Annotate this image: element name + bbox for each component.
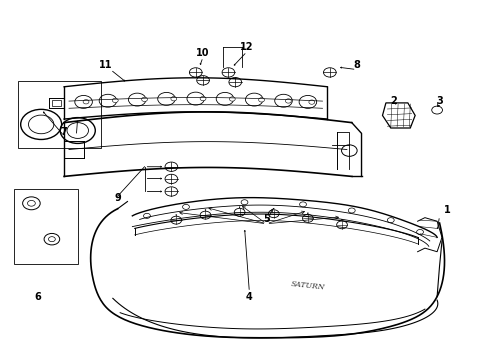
Circle shape	[143, 213, 150, 219]
Text: 1: 1	[443, 206, 449, 216]
Text: 7: 7	[61, 127, 67, 136]
Circle shape	[302, 215, 313, 222]
Circle shape	[323, 68, 335, 77]
Bar	[18, 81, 101, 148]
Circle shape	[386, 218, 393, 223]
Circle shape	[285, 99, 291, 103]
Text: 5: 5	[263, 215, 269, 224]
Circle shape	[308, 100, 314, 104]
Circle shape	[228, 77, 241, 87]
Circle shape	[170, 216, 181, 224]
Text: 12: 12	[240, 42, 253, 52]
Circle shape	[222, 68, 234, 77]
Text: 8: 8	[352, 60, 359, 70]
Bar	[52, 100, 61, 106]
Circle shape	[241, 200, 247, 205]
Circle shape	[170, 96, 176, 101]
Circle shape	[142, 97, 147, 102]
Circle shape	[347, 208, 354, 213]
Circle shape	[200, 96, 205, 101]
Circle shape	[416, 229, 423, 234]
Circle shape	[229, 97, 235, 101]
Text: 9: 9	[114, 193, 121, 203]
Text: 6: 6	[34, 292, 41, 302]
Circle shape	[200, 211, 210, 219]
Circle shape	[164, 187, 177, 196]
Text: 4: 4	[245, 292, 252, 302]
Bar	[14, 189, 78, 264]
Circle shape	[112, 98, 118, 103]
Circle shape	[83, 100, 89, 104]
Circle shape	[258, 98, 264, 102]
Circle shape	[196, 76, 209, 85]
Circle shape	[299, 202, 306, 207]
Circle shape	[234, 208, 244, 216]
Text: 2: 2	[389, 96, 396, 106]
Text: 11: 11	[99, 60, 112, 70]
Circle shape	[189, 68, 202, 77]
Circle shape	[431, 106, 442, 114]
Circle shape	[164, 162, 177, 171]
Circle shape	[164, 174, 177, 184]
Circle shape	[341, 145, 356, 156]
Text: SATURN: SATURN	[290, 280, 325, 291]
Circle shape	[268, 210, 279, 218]
Circle shape	[336, 221, 346, 229]
Circle shape	[182, 204, 189, 210]
Text: 3: 3	[435, 96, 442, 106]
Text: 10: 10	[196, 48, 209, 58]
